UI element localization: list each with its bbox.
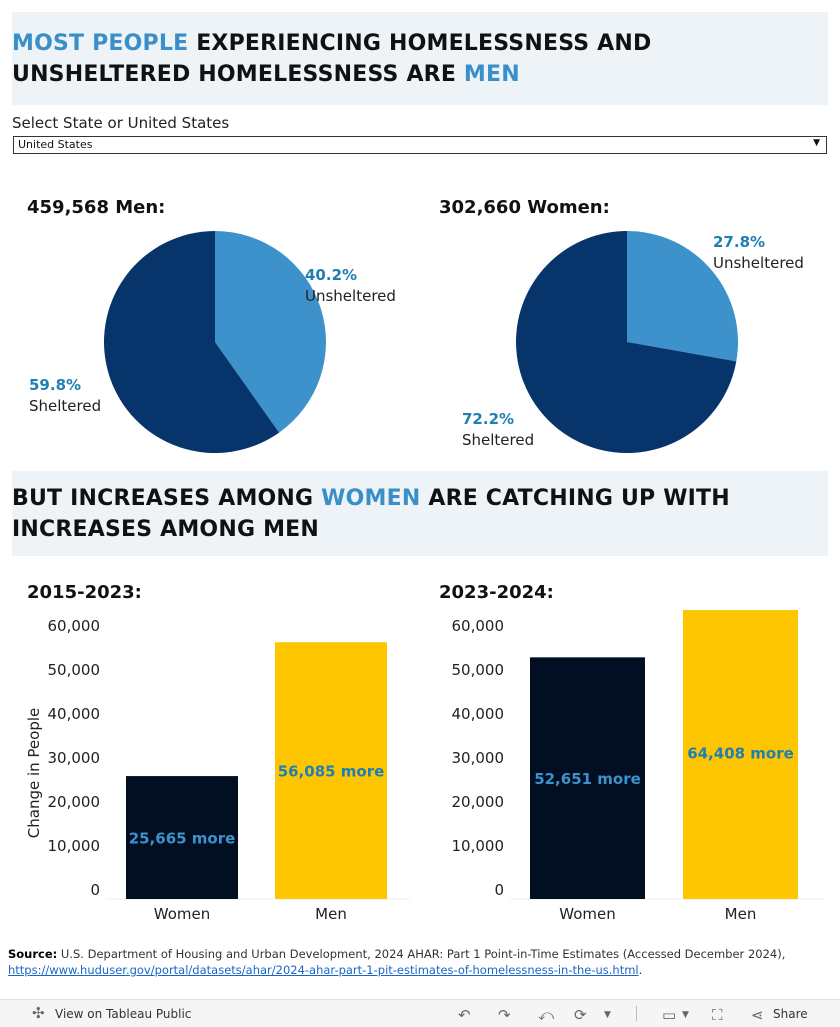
pie-men-unsheltered-name: Unsheltered	[305, 287, 396, 305]
header-1-text: EXPERIENCING HOMELESSNESS AND	[188, 31, 652, 56]
pie-women-sheltered-pct: 72.2%	[462, 410, 515, 428]
bar-data-label: 56,085 more	[278, 763, 385, 781]
pie-men-sheltered-pct: 59.8%	[29, 376, 82, 394]
redo-icon[interactable]: ↷	[498, 1006, 511, 1024]
y-tick-label: 60,000	[48, 617, 101, 635]
y-tick-label: 10,000	[452, 837, 505, 855]
pie-men-unsheltered-label: 40.2% Unsheltered	[305, 265, 396, 307]
comment-icon[interactable]: ▭	[662, 1006, 677, 1024]
bar-data-label: 52,651 more	[534, 770, 641, 788]
selector-label: Select State or United States	[12, 114, 230, 132]
pie-women-slice-unsheltered[interactable]	[627, 231, 738, 362]
pie-men-title: 459,568 Men:	[27, 197, 166, 218]
bar-data-label: 25,665 more	[129, 830, 236, 848]
y-tick-label: 60,000	[452, 617, 505, 635]
y-tick-label: 20,000	[452, 793, 505, 811]
dropdown-arrow-icon[interactable]: ▼	[813, 138, 820, 148]
source-label: Source:	[8, 947, 58, 961]
header-1-title: MOST PEOPLE EXPERIENCING HOMELESSNESS AN…	[12, 28, 828, 90]
pie-women-unsheltered-label: 27.8% Unsheltered	[713, 232, 804, 274]
pie-men-sheltered-label: 59.8% Sheltered	[29, 375, 101, 417]
bar-women[interactable]	[126, 776, 238, 899]
y-tick-label: 20,000	[48, 793, 101, 811]
fullscreen-icon[interactable]: ⛶	[712, 1006, 723, 1024]
share-icon[interactable]: ⋖	[751, 1006, 764, 1024]
source-note: Source: U.S. Department of Housing and U…	[8, 946, 828, 978]
toolbar-divider	[636, 1006, 637, 1021]
x-category-label: Women	[154, 905, 210, 920]
view-on-tableau-link[interactable]: View on Tableau Public	[55, 1007, 192, 1021]
header-2-highlight: WOMEN	[321, 486, 421, 511]
pie-women-sheltered-label: 72.2% Sheltered	[462, 409, 534, 451]
tableau-toolbar: ✣ View on Tableau Public ↶ ↷ ⤺ ⟳ ▼ ▭ ▼ ⛶…	[0, 999, 840, 1027]
x-category-label: Men	[315, 905, 347, 920]
bar-women[interactable]	[530, 657, 645, 899]
pie-women-title: 302,660 Women:	[439, 197, 610, 218]
y-tick-label: 0	[90, 881, 100, 899]
header-2-text-2: ARE CATCHING UP WITH	[420, 486, 730, 511]
header-2-text-3: INCREASES AMONG MEN	[12, 517, 319, 542]
x-category-label: Men	[725, 905, 757, 920]
pie-chart-women	[516, 231, 738, 453]
state-select[interactable]: United States ▼	[13, 136, 827, 154]
undo-icon[interactable]: ↶	[458, 1006, 471, 1024]
bar-chart-2023-2024: 60,000 50,000 40,000 30,000 20,000 10,000 0 52,…	[452, 610, 825, 920]
y-axis-title: Change in People	[25, 708, 43, 838]
y-tick-label: 0	[494, 881, 504, 899]
pie-women-unsheltered-pct: 27.8%	[713, 233, 766, 251]
pie-men-slice-sheltered[interactable]	[104, 231, 280, 453]
share-button[interactable]: Share	[773, 1007, 808, 1021]
x-category-label: Women	[559, 905, 615, 920]
bar-data-label: 64,408 more	[687, 744, 794, 762]
source-text: U.S. Department of Housing and Urban Dev…	[57, 947, 786, 961]
source-link[interactable]: https://www.huduser.gov/portal/datasets/…	[8, 963, 639, 977]
pie-men-unsheltered-pct: 40.2%	[305, 266, 358, 284]
pie-women-slice-sheltered[interactable]	[516, 231, 737, 453]
pie-women-sheltered-name: Sheltered	[462, 431, 535, 449]
comment-dropdown-icon[interactable]: ▼	[682, 1010, 689, 1020]
refresh-icon[interactable]: ⟳	[574, 1006, 587, 1024]
header-banner-2: BUT INCREASES AMONG WOMEN ARE CATCHING U…	[12, 471, 828, 556]
y-tick-label: 40,000	[452, 705, 505, 723]
pie-chart-men	[104, 231, 326, 453]
header-banner-1: MOST PEOPLE EXPERIENCING HOMELESSNESS AN…	[12, 12, 828, 105]
pie-men-slice-unsheltered[interactable]	[215, 231, 326, 433]
header-1-highlight: MOST PEOPLE	[12, 31, 189, 56]
bar-chart-1-title: 2015-2023:	[27, 582, 142, 603]
tableau-logo-icon: ✣	[32, 1004, 45, 1022]
pie-men-sheltered-name: Sheltered	[29, 397, 102, 415]
header-1-highlight-2: MEN	[463, 62, 520, 87]
bar-men[interactable]	[683, 610, 798, 899]
state-select-value: United States	[18, 138, 93, 151]
bar-men[interactable]	[275, 642, 387, 899]
y-tick-label: 30,000	[452, 749, 505, 767]
source-end: .	[638, 963, 643, 977]
y-tick-label: 50,000	[452, 661, 505, 679]
header-1-text-2: UNSHELTERED HOMELESSNESS ARE	[12, 62, 464, 87]
pie-women-unsheltered-name: Unsheltered	[713, 254, 804, 272]
header-2-text: BUT INCREASES AMONG	[12, 486, 322, 511]
y-tick-label: 40,000	[48, 705, 101, 723]
y-tick-label: 10,000	[48, 837, 101, 855]
bar-chart-2-title: 2023-2024:	[439, 582, 554, 603]
bar-chart-2015-2023: 60,000 50,000 40,000 30,000 20,000 10,000 0 Cha…	[25, 617, 410, 920]
header-2-title: BUT INCREASES AMONG WOMEN ARE CATCHING U…	[12, 483, 828, 545]
revert-icon[interactable]: ⤺	[538, 1006, 555, 1024]
refresh-dropdown-icon[interactable]: ▼	[604, 1010, 611, 1020]
y-tick-label: 30,000	[48, 749, 101, 767]
y-tick-label: 50,000	[48, 661, 101, 679]
